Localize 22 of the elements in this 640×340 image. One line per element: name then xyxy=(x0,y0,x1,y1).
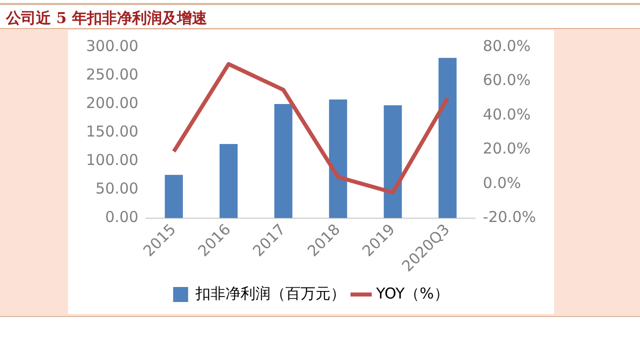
legend-label: 扣非净利润（百万元） xyxy=(194,284,346,302)
y2-tick-label: 0.0% xyxy=(482,174,522,192)
bar xyxy=(164,174,183,218)
bar xyxy=(329,99,348,218)
y-tick-label: 50.00 xyxy=(96,180,138,198)
y2-tick-label: 40.0% xyxy=(482,105,531,124)
y-tick-label: 300.00 xyxy=(86,36,138,55)
y2-tick-label: 80.0% xyxy=(482,36,531,55)
y-tick-label: 150.00 xyxy=(86,122,138,140)
bar xyxy=(384,105,402,218)
chart-title: 公司近 5 年扣非净利润及增速 xyxy=(6,8,207,29)
bar xyxy=(220,144,238,218)
y-tick-label: 250.00 xyxy=(86,65,138,84)
y-tick-label: 200.00 xyxy=(86,94,138,112)
y-tick-label: 100.00 xyxy=(86,151,138,170)
legend-label: YOY（%） xyxy=(375,284,449,302)
y2-tick-label: 60.0% xyxy=(482,71,531,90)
y-tick-label: 0.00 xyxy=(105,208,138,226)
y2-tick-label: 20.0% xyxy=(482,140,531,158)
bar xyxy=(274,104,292,218)
bar xyxy=(438,58,457,218)
y2-tick-label: -20.0% xyxy=(482,208,536,226)
